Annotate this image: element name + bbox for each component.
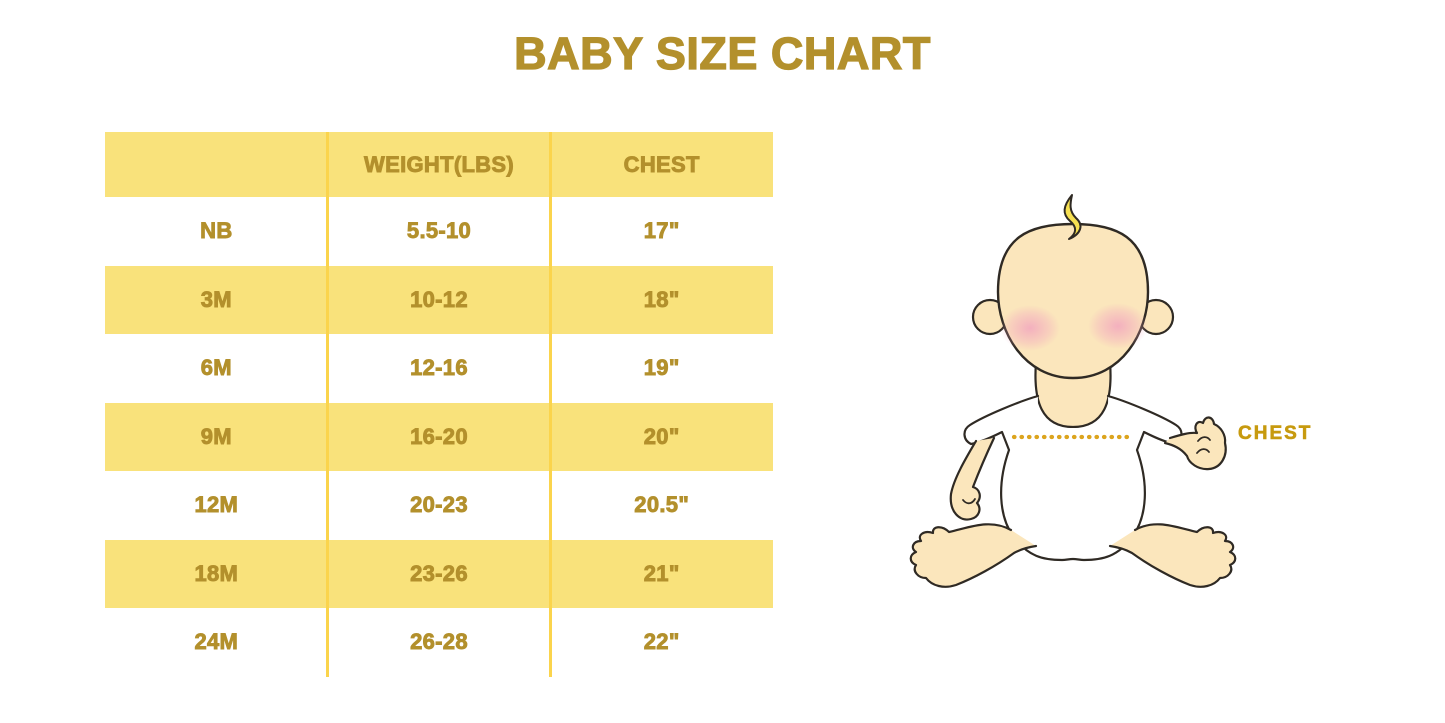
header-cell-chest: CHEST — [623, 151, 700, 177]
chest-cell: 18" — [643, 286, 680, 312]
weight-cell: 23-26 — [410, 560, 468, 586]
chest-cell: 19" — [643, 355, 680, 381]
baby-blush-right — [1088, 303, 1148, 349]
weight-cell: 20-23 — [410, 492, 468, 518]
weight-cell: 26-28 — [410, 629, 468, 655]
baby-hand-left-finger — [962, 498, 976, 505]
weight-cell: 12-16 — [410, 355, 468, 381]
table-row: 6M 12-16 19" — [105, 334, 773, 403]
baby-arm-left — [950, 438, 994, 520]
baby-illustration — [909, 194, 1237, 588]
header-cell-weight: WEIGHT(LBS) — [364, 151, 515, 177]
table-row: 24M 26-28 22" — [105, 608, 773, 677]
column-divider-1 — [326, 132, 329, 677]
table-row: NB 5.5-10 17" — [105, 197, 773, 266]
page-title: BABY SIZE CHART — [513, 27, 931, 79]
chest-cell: 21" — [643, 560, 680, 586]
size-table: WEIGHT(LBS) CHEST NB 5.5-10 17" 3M 10-12… — [105, 132, 773, 677]
chest-label: CHEST — [1238, 423, 1313, 445]
size-cell: NB — [200, 218, 233, 244]
baby-leg-left-outline — [909, 523, 1038, 588]
table-row: 9M 16-20 20" — [105, 402, 773, 471]
weight-cell: 10-12 — [410, 286, 468, 312]
size-cell: 6M — [200, 355, 232, 381]
table-row: 3M 10-12 18" — [105, 265, 773, 334]
table-header-row: WEIGHT(LBS) CHEST — [105, 132, 773, 197]
weight-cell: 16-20 — [410, 423, 468, 449]
baby-fist-knuckle-2 — [1196, 448, 1210, 454]
size-cell: 24M — [194, 629, 239, 655]
baby-leg-right — [1110, 524, 1236, 587]
column-divider-2 — [549, 132, 552, 677]
size-table-rows: NB 5.5-10 17" 3M 10-12 18" 6M 12-16 19" … — [105, 197, 773, 677]
size-cell: 3M — [200, 286, 232, 312]
baby-hair-curl — [1063, 194, 1082, 240]
baby-arm-right-outline — [1163, 416, 1227, 471]
chest-cell: 20" — [643, 423, 680, 449]
baby-arm-right — [1165, 417, 1226, 470]
chest-cell: 22" — [643, 629, 680, 655]
baby-leg-left — [910, 524, 1036, 587]
weight-cell: 5.5-10 — [406, 218, 472, 244]
baby-head — [996, 222, 1150, 380]
size-cell: 9M — [200, 423, 232, 449]
chest-cell: 20.5" — [634, 492, 690, 518]
table-row: 18M 23-26 21" — [105, 539, 773, 608]
baby-arm-left-outline — [949, 436, 996, 521]
baby-fist-knuckle-1 — [1197, 436, 1211, 442]
chest-cell: 17" — [643, 218, 680, 244]
baby-figure — [870, 180, 1290, 600]
baby-leg-right-outline — [1108, 523, 1237, 588]
table-row: 12M 20-23 20.5" — [105, 471, 773, 540]
size-cell: 12M — [194, 492, 239, 518]
baby-blush-left — [1000, 305, 1060, 351]
size-cell: 18M — [194, 560, 239, 586]
